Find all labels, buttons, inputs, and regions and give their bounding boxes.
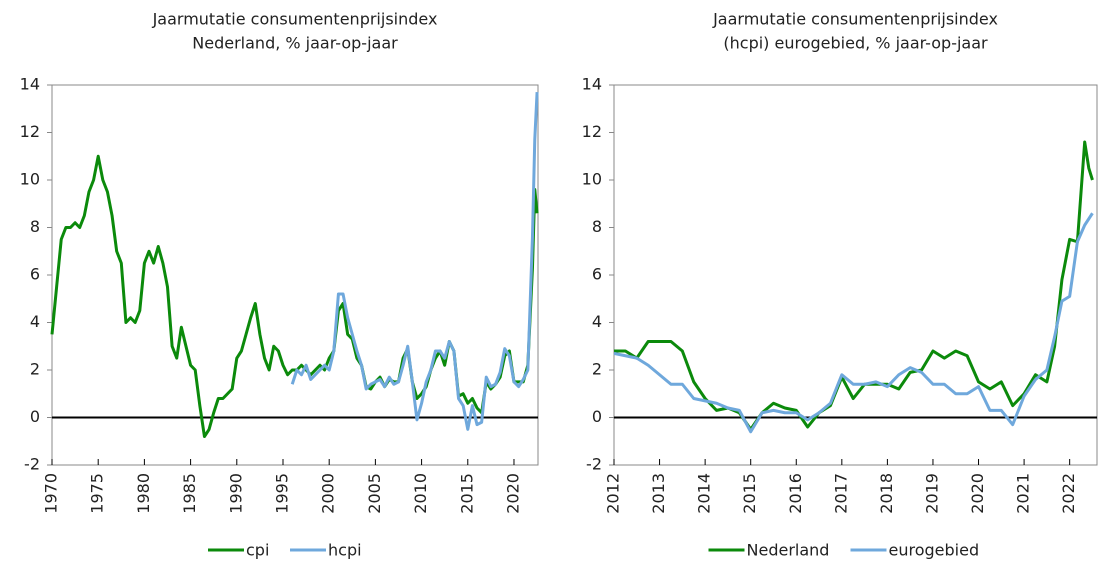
x-tick-label: 2020 — [503, 473, 522, 514]
legend-label: eurogebied — [889, 541, 980, 560]
x-tick-label: 2021 — [1014, 473, 1033, 514]
x-tick-label: 2015 — [457, 473, 476, 514]
x-tick-label: 1970 — [42, 473, 61, 514]
y-tick-label: 12 — [20, 122, 40, 141]
y-tick-label: -2 — [24, 455, 40, 474]
x-tick-label: 1975 — [88, 473, 107, 514]
y-tick-label: 14 — [582, 75, 602, 94]
y-tick-label: 2 — [592, 360, 602, 379]
x-tick-label: 2016 — [786, 473, 805, 514]
y-tick-label: 0 — [592, 407, 602, 426]
line-series — [613, 212, 1094, 434]
y-tick-label: 4 — [30, 312, 40, 331]
x-tick-label: 1980 — [134, 473, 153, 514]
chart-title: Jaarmutatie consumentenprijsindex — [152, 10, 438, 29]
y-tick-label: 12 — [582, 122, 602, 141]
line-series — [290, 92, 539, 431]
y-tick-label: 8 — [30, 217, 40, 236]
x-tick-label: 2014 — [695, 473, 714, 514]
y-tick-label: 6 — [30, 265, 40, 284]
chart-title: Nederland, % jaar-op-jaar — [192, 34, 398, 53]
x-tick-label: 2015 — [740, 473, 759, 514]
x-tick-label: 2010 — [411, 473, 430, 514]
y-tick-label: 10 — [20, 170, 40, 189]
x-tick-label: 2000 — [319, 473, 338, 514]
x-tick-label: 2013 — [649, 473, 668, 514]
y-tick-label: 6 — [592, 265, 602, 284]
line-series — [50, 154, 539, 438]
x-tick-label: 2019 — [922, 473, 941, 514]
x-tick-label: 2018 — [877, 473, 896, 514]
y-tick-label: 2 — [30, 360, 40, 379]
legend-label: Nederland — [747, 541, 830, 560]
x-tick-label: 1995 — [272, 473, 291, 514]
x-tick-label: 2020 — [968, 473, 987, 514]
y-tick-label: 10 — [582, 170, 602, 189]
x-tick-label: 2017 — [831, 473, 850, 514]
x-tick-label: 1990 — [226, 473, 245, 514]
plot-frame — [613, 84, 1098, 466]
legend-label: hcpi — [328, 541, 362, 560]
y-tick-label: 0 — [30, 407, 40, 426]
x-tick-label: 2005 — [365, 473, 384, 514]
chart-title: (hcpi) eurogebied, % jaar-op-jaar — [723, 34, 988, 53]
y-tick-label: 4 — [592, 312, 602, 331]
x-tick-label: 1985 — [180, 473, 199, 514]
chart-title: Jaarmutatie consumentenprijsindex — [712, 10, 998, 29]
x-tick-label: 2012 — [604, 473, 623, 514]
x-tick-label: 2022 — [1059, 473, 1078, 514]
legend-label: cpi — [246, 541, 269, 560]
y-tick-label: 8 — [592, 217, 602, 236]
y-tick-label: 14 — [20, 75, 40, 94]
y-tick-label: -2 — [586, 455, 602, 474]
